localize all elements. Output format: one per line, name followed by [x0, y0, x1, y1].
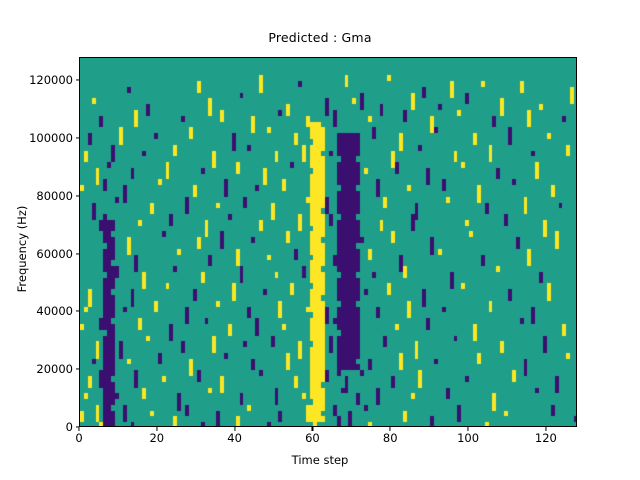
y-tick-mark — [75, 79, 79, 81]
x-tick-mark — [311, 427, 313, 431]
x-tick-mark — [234, 427, 236, 431]
x-tick-mark — [156, 427, 158, 431]
x-tick-label: 120 — [534, 431, 557, 445]
y-tick-mark — [75, 310, 79, 312]
x-axis-label: Time step — [291, 453, 349, 467]
y-tick-mark — [75, 368, 79, 370]
y-tick-mark — [75, 426, 79, 428]
x-tick-mark — [78, 427, 80, 431]
x-tick-label: 80 — [382, 431, 398, 445]
x-tick-mark — [389, 427, 391, 431]
x-tick-mark — [545, 427, 547, 431]
y-tick-label: 40000 — [36, 304, 73, 319]
x-tick-label: 100 — [457, 431, 480, 445]
y-tick-mark — [75, 253, 79, 255]
y-tick-label: 100000 — [29, 130, 73, 145]
y-tick-mark — [75, 195, 79, 197]
x-tick-label: 60 — [305, 431, 320, 445]
y-axis-label: Frequency (Hz) — [15, 205, 29, 293]
x-tick-label: 40 — [227, 431, 242, 445]
y-tick-label: 60000 — [36, 246, 73, 261]
x-tick-label: 0 — [75, 431, 83, 445]
y-tick-label: 120000 — [29, 73, 73, 88]
y-tick-mark — [75, 137, 79, 139]
heatmap-image — [80, 58, 576, 426]
x-tick-label: 20 — [149, 431, 165, 445]
heatmap-axes[interactable] — [79, 57, 577, 427]
y-tick-label: 20000 — [36, 362, 73, 377]
chart-title: Predicted : Gma — [268, 30, 372, 45]
y-tick-label: 80000 — [36, 188, 73, 203]
y-tick-label: 0 — [65, 420, 73, 434]
x-tick-mark — [467, 427, 469, 431]
